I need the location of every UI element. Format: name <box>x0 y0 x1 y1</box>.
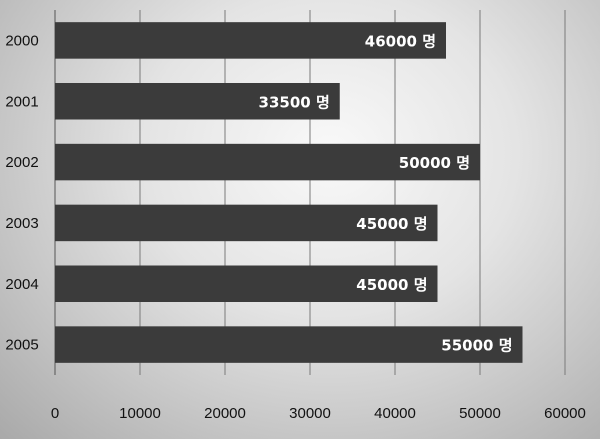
data-label-2002: 50000 명 <box>399 154 470 172</box>
data-label-2004: 45000 명 <box>356 276 427 294</box>
data-label-2001: 33500 명 <box>259 93 330 111</box>
category-label-2002: 2002 <box>5 154 38 171</box>
data-label-2000: 46000 명 <box>365 32 436 50</box>
x-tick-label-30000: 30000 <box>289 405 331 422</box>
bar-2005 <box>55 326 523 363</box>
category-label-2003: 2003 <box>5 215 38 232</box>
category-label-2004: 2004 <box>5 276 38 293</box>
x-tick-label-60000: 60000 <box>544 405 586 422</box>
category-label-2005: 2005 <box>5 337 38 354</box>
x-tick-label-40000: 40000 <box>374 405 416 422</box>
bar-2000 <box>55 22 446 59</box>
data-label-2005: 55000 명 <box>441 337 512 355</box>
x-tick-label-50000: 50000 <box>459 405 501 422</box>
bar-2001 <box>55 83 340 120</box>
data-label-2003: 45000 명 <box>356 215 427 233</box>
x-tick-label-0: 0 <box>51 405 59 422</box>
x-tick-label-10000: 10000 <box>119 405 161 422</box>
bar-2003 <box>55 204 438 242</box>
category-label-2001: 2001 <box>5 93 38 110</box>
bar-2004 <box>55 265 438 302</box>
category-label-2000: 2000 <box>5 32 38 49</box>
x-tick-label-20000: 20000 <box>204 405 246 422</box>
bar-2002 <box>55 143 480 181</box>
